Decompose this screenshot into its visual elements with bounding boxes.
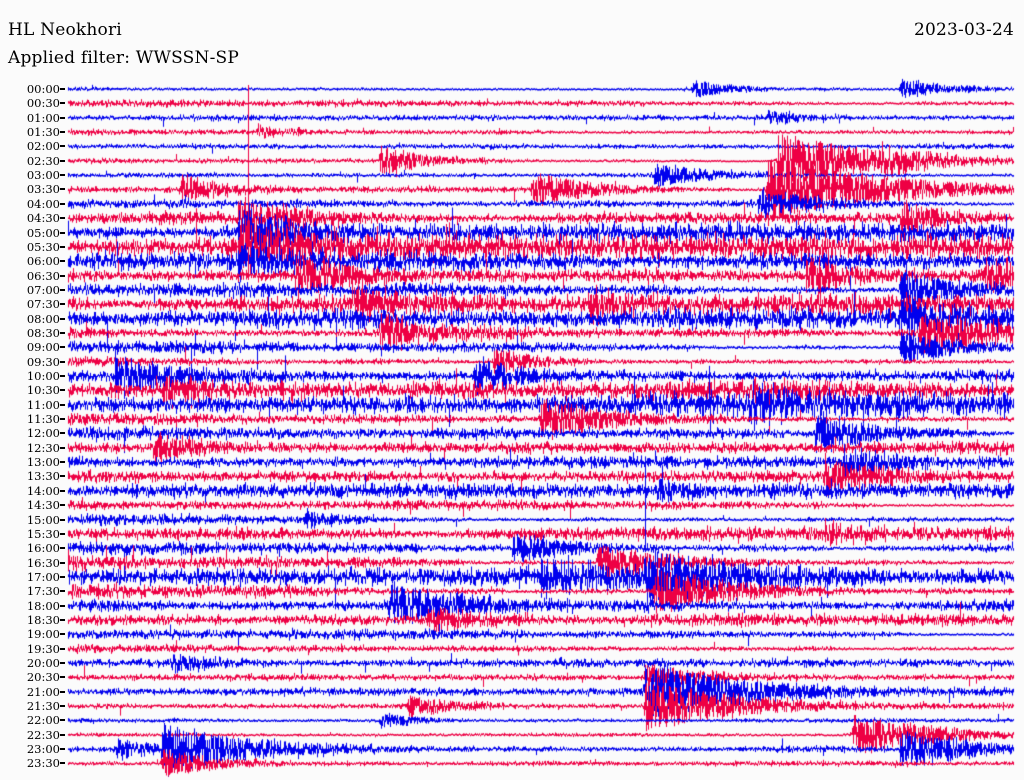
record-date: 2023-03-24	[913, 20, 1014, 40]
helicorder-plot	[0, 78, 1024, 780]
seismic-traces-canvas	[0, 78, 1024, 780]
page-title: HL Neokhori	[8, 20, 122, 40]
applied-filter-label: Applied filter: WWSSN-SP	[8, 48, 240, 68]
